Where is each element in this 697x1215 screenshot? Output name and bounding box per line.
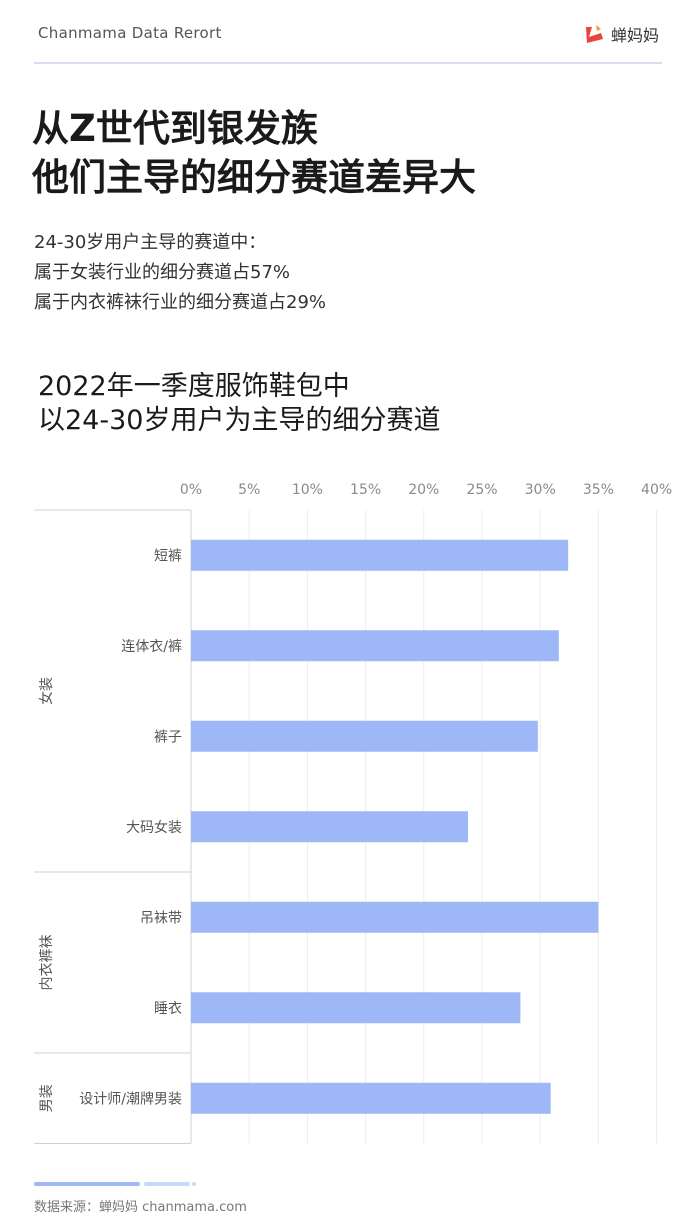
summary-line-3: 属于内衣裤袜行业的细分赛道占29% — [34, 292, 327, 313]
header-divider — [34, 62, 662, 64]
bar — [191, 811, 469, 843]
headline: 从Z世代到银发族 他们主导的细分赛道差异大 — [32, 104, 476, 202]
headline-line-1: 从Z世代到银发族 — [32, 107, 318, 150]
category-label: 吊袜带 — [140, 910, 182, 926]
category-label: 裤子 — [154, 729, 182, 745]
bar — [191, 630, 559, 662]
data-source: 数据来源：蝉妈妈 chanmama.com — [34, 1200, 247, 1215]
x-tick-label: 5% — [238, 482, 260, 498]
footer-accent-bar-light — [144, 1182, 190, 1186]
category-label: 睡衣 — [154, 1001, 182, 1017]
category-label: 短裤 — [154, 548, 182, 564]
footer-accent-dot — [192, 1182, 196, 1186]
bar — [191, 1082, 551, 1114]
logo-text: 蝉妈妈 — [610, 26, 659, 45]
category-label: 大码女装 — [126, 819, 182, 836]
group-label: 女装 — [38, 677, 55, 705]
x-tick-label: 40% — [641, 482, 672, 498]
bar — [191, 901, 599, 933]
chart-title: 2022年一季度服饰鞋包中 以24-30岁用户为主导的细分赛道 — [38, 370, 440, 438]
summary-line-2: 属于女装行业的细分赛道占57% — [34, 262, 291, 283]
summary-line-1: 24-30岁用户主导的赛道中： — [34, 232, 267, 253]
group-label: 内衣裤袜 — [39, 935, 55, 991]
summary: 24-30岁用户主导的赛道中： 属于女装行业的细分赛道占57% 属于内衣裤袜行业… — [34, 228, 326, 318]
header-brand-text: Chanmama Data Rerort — [38, 24, 222, 42]
x-tick-label: 35% — [583, 482, 614, 498]
chart-title-line-1: 2022年一季度服饰鞋包中 — [38, 371, 350, 402]
bar — [191, 720, 538, 752]
headline-line-2: 他们主导的细分赛道差异大 — [32, 156, 476, 199]
logo: 蝉妈妈 — [583, 22, 659, 46]
x-tick-label: 10% — [292, 482, 323, 498]
x-tick-label: 20% — [408, 482, 439, 498]
category-label: 设计师/潮牌男装 — [79, 1090, 182, 1107]
x-tick-label: 30% — [525, 482, 556, 498]
x-tick-label: 25% — [466, 482, 497, 498]
x-tick-label: 15% — [350, 482, 381, 498]
chanmama-logo-icon — [585, 25, 603, 43]
bar — [191, 539, 569, 571]
bar — [191, 992, 521, 1024]
footer-accent-bar — [34, 1182, 140, 1186]
chart-title-line-2: 以24-30岁用户为主导的细分赛道 — [38, 405, 441, 436]
category-label: 连体衣/裤 — [121, 639, 182, 655]
x-tick-label: 0% — [180, 482, 202, 498]
group-label: 男装 — [39, 1084, 55, 1112]
